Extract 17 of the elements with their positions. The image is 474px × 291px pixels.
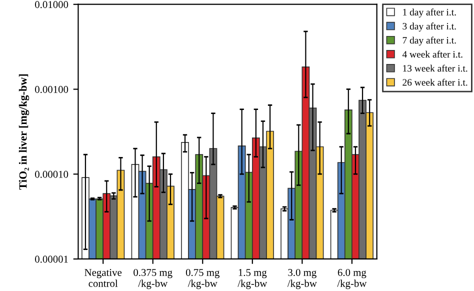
legend-label: 13 week after i.t.	[403, 64, 468, 72]
x-tick-label: 0.75 mg /kg-bw	[186, 268, 220, 290]
y-axis-title: TiO₂ in liver [mg/kg-bw]	[18, 74, 30, 190]
legend-label: 7 day after i.t.	[402, 36, 456, 46]
x-tick-label: Negative control	[84, 269, 122, 287]
legend-label: 3 day after i.t.	[402, 22, 456, 32]
legend-label: 4 week after i.t.	[402, 50, 462, 58]
legend-label: 26 week after i.t.	[402, 78, 468, 86]
x-tick-label: 0.375 mg /kg-bw	[134, 268, 172, 290]
x-tick-label: 6.0 mg /kg-bw	[337, 268, 367, 290]
y-tick-label: 0.01000	[35, 1, 68, 8]
legend-label: 1 day after i.t.	[403, 8, 456, 18]
x-tick-label: 1.5 mg /kg-bw	[238, 269, 268, 290]
y-tick-label: 0.00010	[35, 170, 68, 178]
y-tick-label: 0.00001	[35, 256, 68, 263]
x-tick-label: 3.0 mg /kg-bw	[287, 268, 317, 290]
y-tick-label: 0.00100	[35, 86, 68, 93]
